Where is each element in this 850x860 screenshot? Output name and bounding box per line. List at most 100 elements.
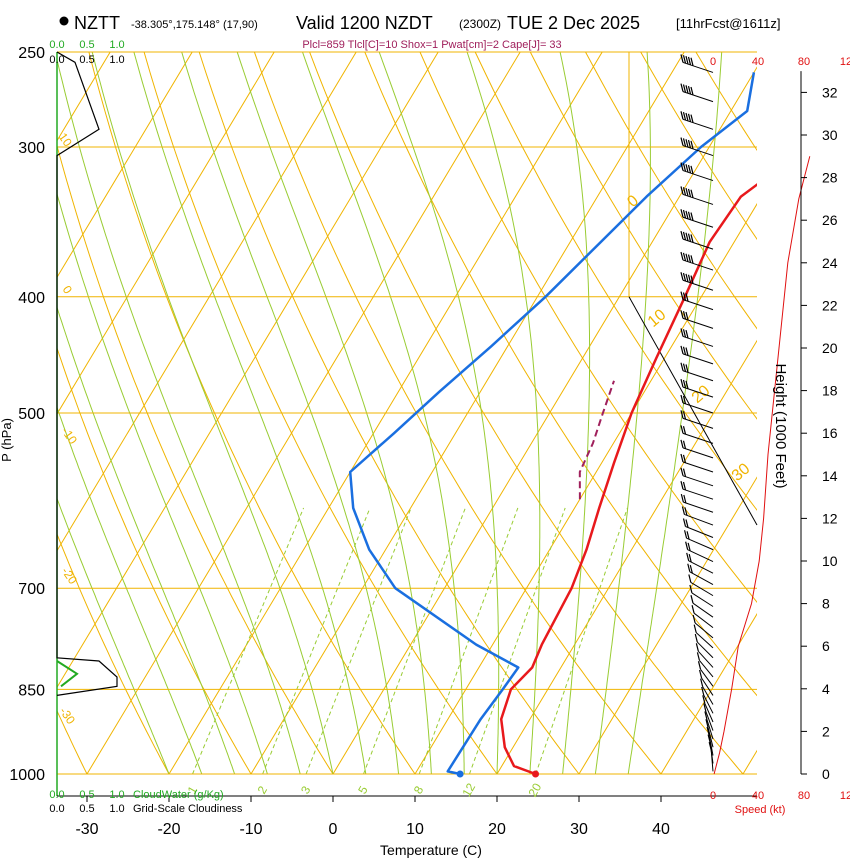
- cloudiness-bottom-tick: 0.0: [49, 803, 64, 815]
- height-tick-label: 32: [822, 84, 838, 100]
- wind-barb-shaft: [686, 537, 714, 551]
- mixing-ratio-line: [418, 507, 519, 775]
- cloudiness-bottom-tick: 0.5: [79, 803, 94, 815]
- speed-top-tick-label: 0: [710, 56, 716, 68]
- wind-barb-flag: [687, 188, 692, 198]
- speed-bottom-tick-label: 12: [840, 790, 850, 802]
- wind-barb-flag: [682, 379, 687, 389]
- moist-adiabat-line: [57, 497, 170, 775]
- wind-barb-flag: [687, 274, 692, 283]
- wind-barb-flag: [685, 187, 689, 197]
- sounding-params: Plcl=859 Tlcl[C]=10 Shox=1 Pwat[cm]=2 Ca…: [302, 39, 561, 51]
- wind-barb-flag: [705, 719, 709, 728]
- mixing-ratio-line: [192, 507, 305, 775]
- wind-barb-flag: [682, 55, 687, 64]
- wind-barb-shaft: [682, 461, 714, 473]
- height-tick-label: 10: [822, 553, 838, 569]
- height-tick-label: 26: [822, 212, 838, 228]
- wind-barb-flag: [687, 542, 691, 551]
- cloudiness-label: Grid-Scale Cloudiness: [133, 803, 243, 815]
- wind-barb-flag: [697, 661, 702, 670]
- wind-barb-flag: [690, 275, 694, 284]
- temperature-tick-label: -10: [239, 821, 262, 838]
- dry-adiabat-line: [57, 143, 334, 775]
- wind-barb-flag: [685, 232, 689, 241]
- speed-bottom-tick-label: 40: [752, 790, 764, 802]
- mixing-ratio-label: 12: [459, 780, 478, 799]
- wind-barb-flag: [682, 518, 687, 527]
- wind-barb-flag: [680, 251, 684, 261]
- moist-adiabat-line: [57, 405, 203, 775]
- temperature-axis-title: Temperature (C): [380, 842, 482, 858]
- wind-barb-shaft: [708, 734, 714, 756]
- station-coords: -38.305°,175.148° (17,90): [131, 19, 258, 31]
- wind-barb-flag: [680, 310, 684, 319]
- wind-barb-flag: [690, 165, 694, 175]
- moist-adiabat-line: [627, 52, 723, 775]
- wind-barb-flag: [685, 293, 689, 302]
- wind-barb-flag: [682, 395, 687, 404]
- cloud-water-label: CloudWater (g/Kg): [133, 789, 224, 801]
- wind-barb-flag: [685, 112, 689, 122]
- wind-barb-flag: [680, 83, 684, 92]
- wind-barb-shaft: [682, 417, 714, 429]
- wind-barb-flag: [682, 329, 687, 338]
- wind-barb-flag: [687, 211, 692, 220]
- pressure-axis-title: P (hPa): [0, 418, 14, 462]
- wind-barb-shaft: [682, 488, 714, 500]
- valid-time: Valid 1200 NZDT: [296, 13, 433, 33]
- speed-top-tick-label: 80: [798, 56, 810, 68]
- wind-barb-flag: [687, 56, 692, 66]
- height-tick-label: 16: [822, 425, 838, 441]
- wind-barb-shaft: [706, 719, 714, 740]
- mixing-ratio-line: [363, 507, 466, 775]
- wind-barb-flag: [682, 346, 687, 355]
- height-tick-label: 30: [822, 127, 838, 143]
- wind-barb-flag: [690, 86, 694, 96]
- wind-barb-flag: [680, 186, 684, 195]
- wind-barb-flag: [685, 311, 689, 321]
- cloudiness-top-tick: 1.0: [109, 54, 124, 66]
- wind-barbs: [680, 54, 811, 775]
- wind-barb-shaft: [699, 660, 714, 678]
- pressure-tick-label: 1000: [9, 767, 45, 784]
- moist-adiabat-line: [466, 52, 541, 775]
- wind-barb-flag: [681, 506, 686, 515]
- height-tick-label: 14: [822, 468, 838, 484]
- moist-adiabat-line: [594, 52, 651, 775]
- dry-adiabat-line: [57, 346, 252, 775]
- dry-adiabat-line: [143, 52, 498, 775]
- cloudiness-top-tick: 0.5: [79, 54, 94, 66]
- height-tick-label: 18: [822, 383, 838, 399]
- wind-barb-flag: [696, 652, 701, 661]
- wind-barb-flag: [680, 439, 684, 449]
- pressure-tick-label: 400: [18, 290, 45, 307]
- moist-adiabat-line: [236, 52, 432, 775]
- station-dot-icon: [59, 16, 69, 26]
- moist-adiabat-line: [378, 52, 500, 775]
- wind-barb-flag: [685, 347, 689, 356]
- speed-top-tick-label: 40: [752, 56, 764, 68]
- wind-barb-flag: [686, 531, 690, 540]
- moist-adiabat-line: [133, 52, 367, 775]
- wind-barb-shaft: [696, 641, 714, 659]
- wind-barb-flag: [698, 669, 703, 679]
- isotherm-line: [578, 476, 757, 775]
- wind-barb-flag: [690, 140, 694, 150]
- wind-barb-flag: [693, 624, 697, 633]
- wind-barb-flag: [682, 138, 687, 147]
- height-tick-label: 6: [822, 638, 830, 654]
- wind-barb-shaft: [703, 694, 714, 714]
- cloud-water-bottom-tick: 1.0: [109, 789, 124, 801]
- wind-barb-flag: [680, 453, 684, 463]
- wind-barb-flag: [685, 139, 689, 148]
- wind-barb-flag: [680, 425, 684, 434]
- cloud-water-bottom-tick: 0.5: [79, 789, 94, 801]
- speed-bottom-tick-label: 80: [798, 790, 810, 802]
- isotherm-line: [57, 52, 193, 279]
- height-tick-label: 20: [822, 340, 838, 356]
- moist-adiabat-line: [91, 52, 334, 775]
- dry-adiabat-line: [585, 52, 757, 330]
- wind-barb-flag: [690, 189, 694, 198]
